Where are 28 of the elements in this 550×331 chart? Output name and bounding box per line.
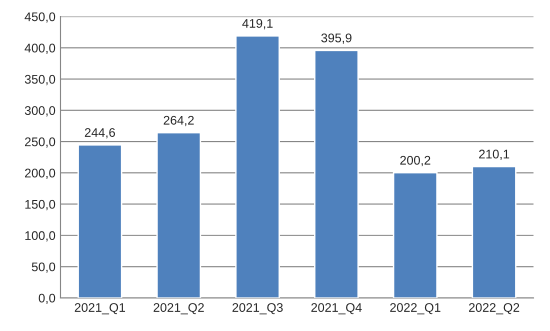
y-tick-label: 0,0 <box>38 294 56 304</box>
x-tick-label: 2022_Q1 <box>390 303 440 314</box>
bar <box>392 172 438 298</box>
x-tick-label: 2021_Q4 <box>311 303 362 314</box>
y-tick-label: 50,0 <box>32 262 56 273</box>
data-label: 200,2 <box>400 156 430 166</box>
bar <box>235 35 280 298</box>
data-label: 244,6 <box>84 128 116 138</box>
y-tick-label: 100,0 <box>25 231 56 242</box>
y-tick-label: 300,0 <box>24 106 56 116</box>
x-tick-label: 2021_Q2 <box>154 303 204 314</box>
x-tick-label: 2021_Q3 <box>232 303 283 314</box>
bar <box>156 132 202 298</box>
y-tick-label: 450,0 <box>24 12 56 23</box>
bar <box>78 144 122 298</box>
y-tick-label: 250,0 <box>24 137 56 148</box>
y-tick-label: 200,0 <box>24 168 56 179</box>
y-tick-label: 350,0 <box>24 74 56 86</box>
y-tick-label: 400,0 <box>24 44 56 54</box>
data-label: 395,9 <box>321 33 352 44</box>
data-label: 210,1 <box>479 150 510 160</box>
data-label: 264,2 <box>164 116 194 126</box>
x-tick-label: 2021_Q1 <box>74 303 126 314</box>
x-tick-label: 2022_Q2 <box>468 303 520 314</box>
data-label: 419,1 <box>242 18 273 30</box>
y-tick-label: 150,0 <box>25 200 56 210</box>
bar <box>314 50 359 298</box>
bar <box>472 166 516 298</box>
